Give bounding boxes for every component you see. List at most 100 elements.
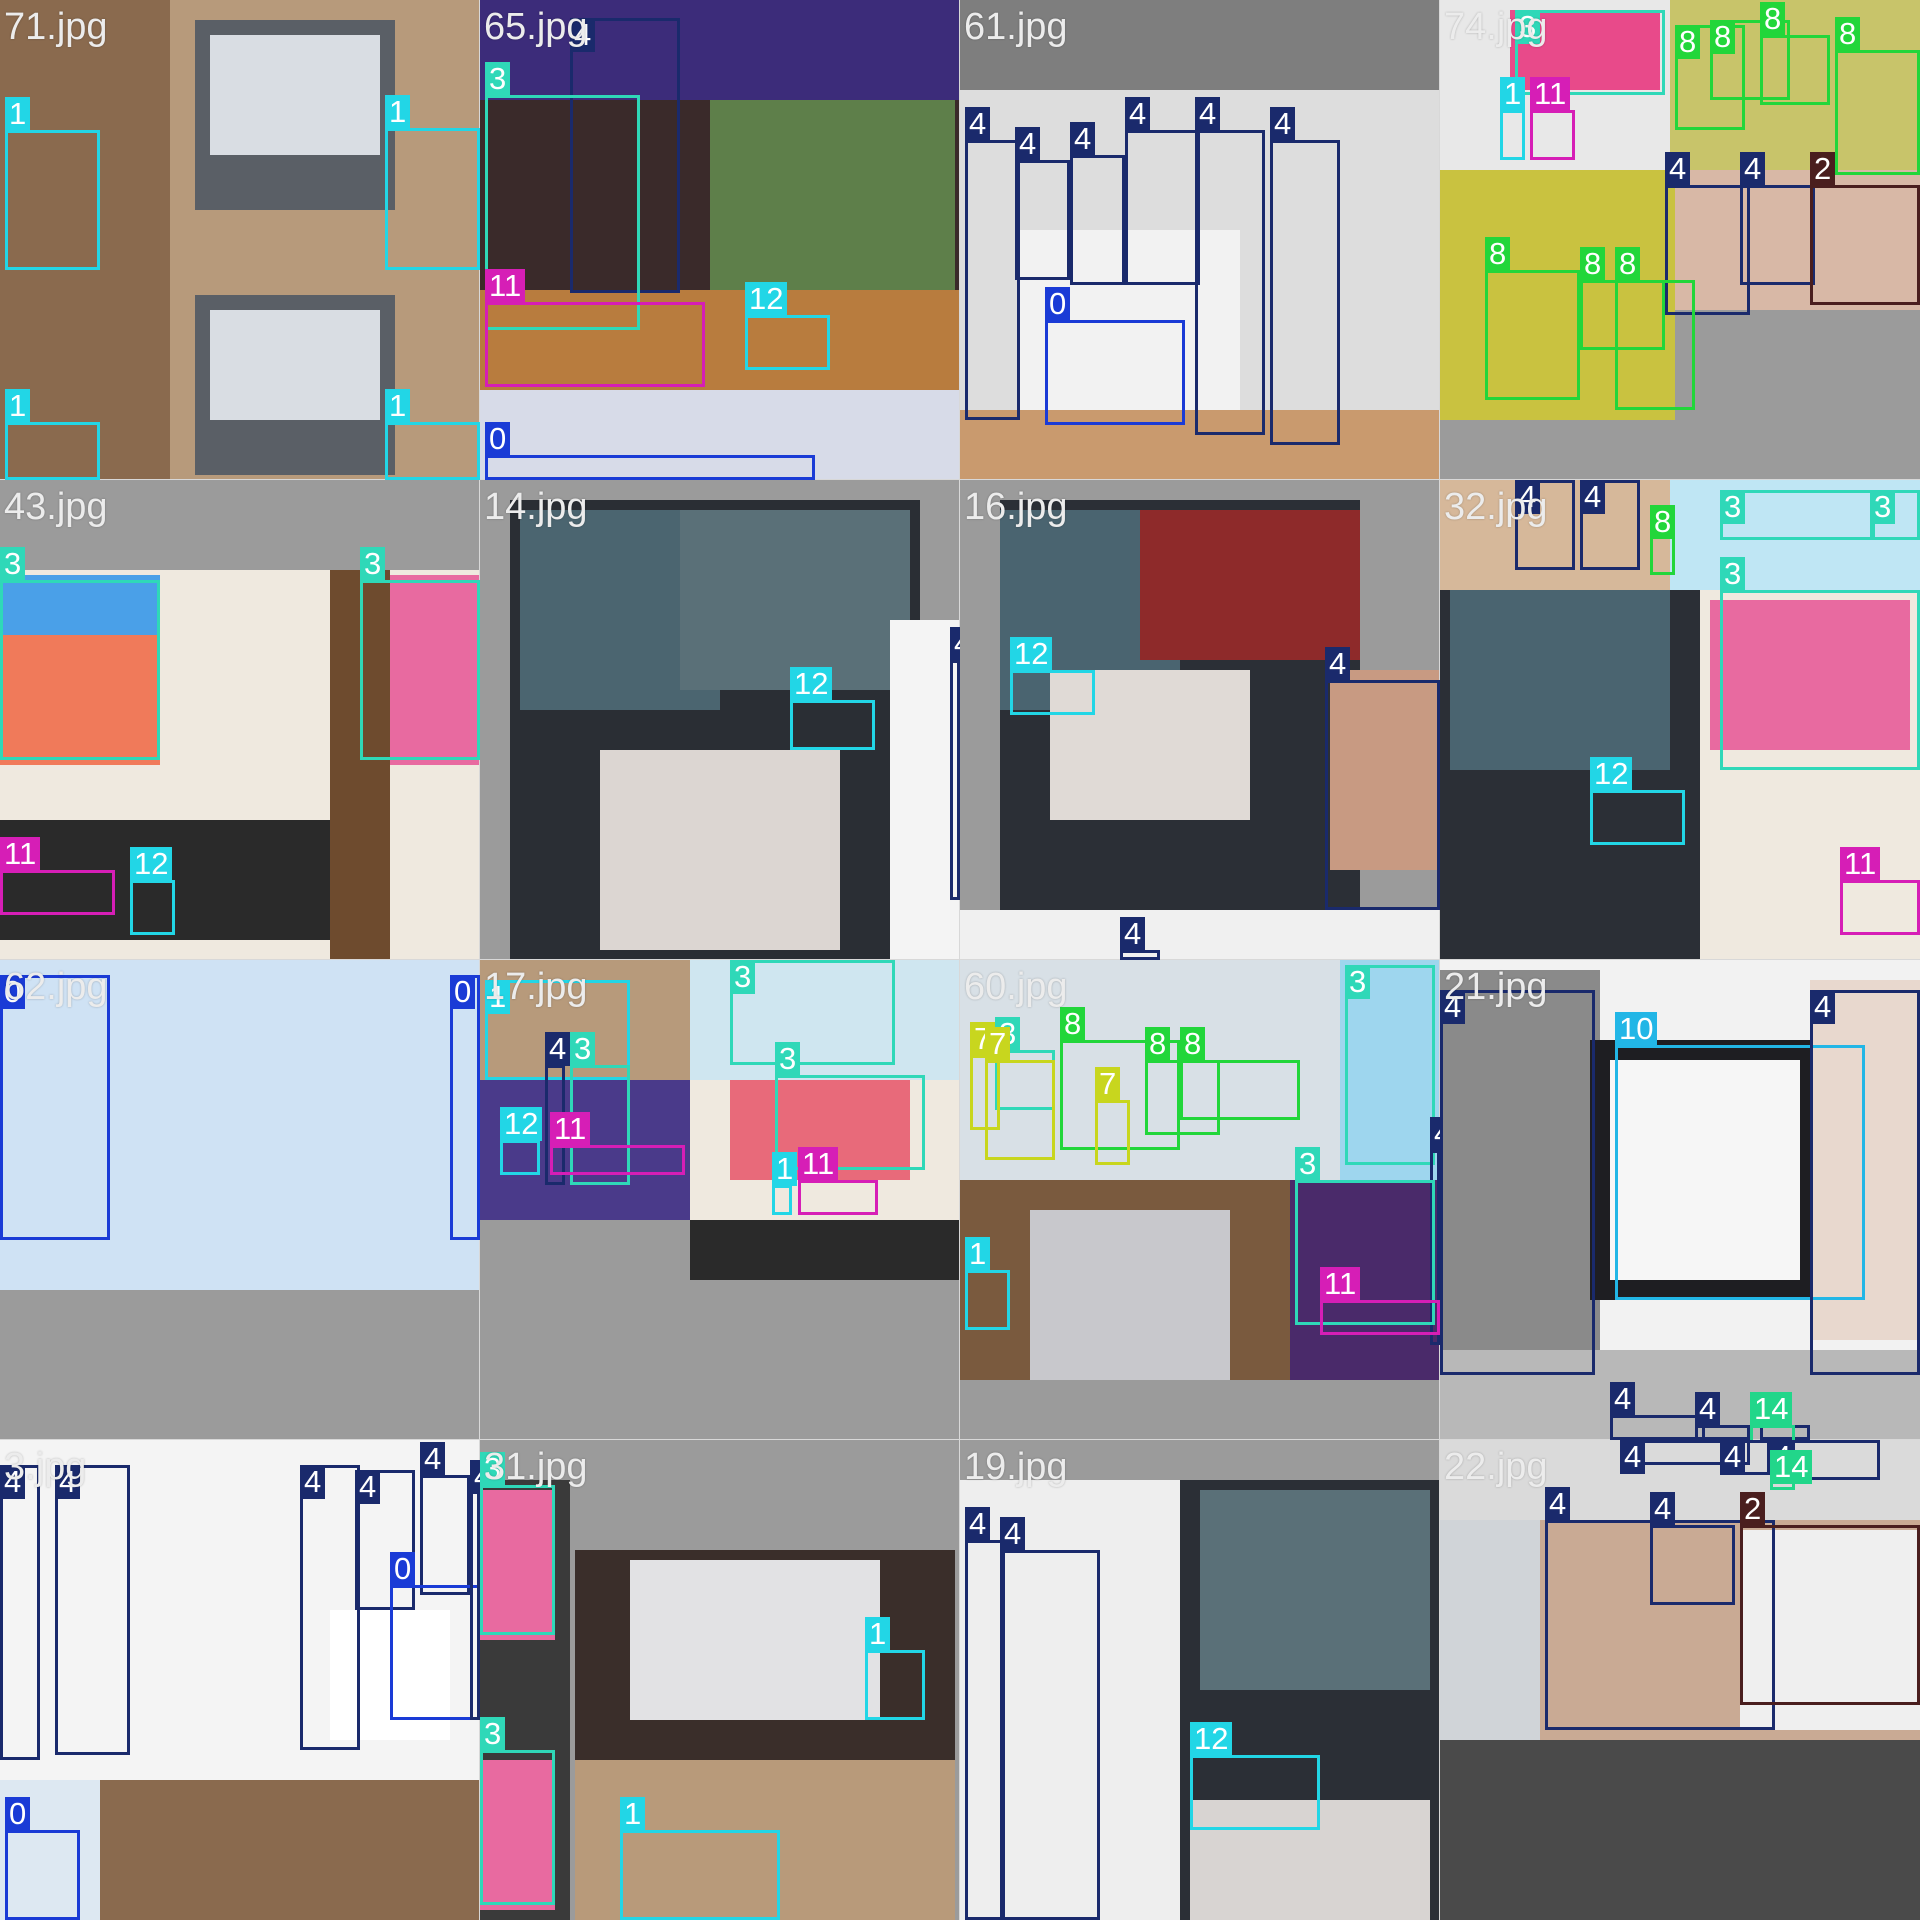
- image-region: [890, 620, 960, 960]
- class-label: 0: [5, 1797, 31, 1831]
- class-label: 12: [130, 847, 173, 881]
- class-label: 14: [1770, 1450, 1813, 1484]
- class-label: 4: [950, 627, 960, 661]
- detection-box: 4: [950, 627, 960, 900]
- tile-filename: 16.jpg: [964, 486, 1068, 528]
- class-label: 12: [745, 282, 788, 316]
- mosaic-tile: 12 4 14.jpg: [479, 479, 961, 961]
- class-label: 4: [420, 1442, 446, 1476]
- detection-box: 12: [790, 667, 875, 750]
- class-label: 4: [1430, 1117, 1440, 1151]
- detection-box: 4: [55, 1465, 130, 1755]
- image-region: [1190, 1800, 1430, 1920]
- image-region: [480, 290, 960, 390]
- detection-box: 1: [485, 980, 630, 1080]
- class-label: 1: [965, 1237, 991, 1271]
- image-region: [1030, 1210, 1230, 1380]
- image-region: [1440, 420, 1920, 480]
- class-label: 3: [1720, 490, 1746, 524]
- class-label: 7: [1095, 1067, 1121, 1101]
- detection-box: 3: [480, 1452, 555, 1635]
- tile-filename: 19.jpg: [964, 1446, 1068, 1488]
- mosaic-tile: 4 4 4 4 4 4 0 61.jpg: [959, 0, 1441, 481]
- mosaic-tile: 4441444222.jpg: [1439, 1439, 1920, 1920]
- image-region: [1610, 1060, 1800, 1280]
- mosaic-tile: 444440043.jpg: [0, 1439, 481, 1920]
- tile-filename: 14.jpg: [484, 486, 588, 528]
- detection-box: 8: [1060, 1007, 1180, 1150]
- class-label: 4: [545, 1032, 571, 1066]
- detection-box: 8: [1485, 237, 1580, 400]
- tile-filename: 74.jpg: [1444, 6, 1548, 48]
- class-label: 8: [1485, 237, 1511, 271]
- class-label: 3: [1515, 10, 1541, 44]
- class-label: 4: [1015, 127, 1041, 161]
- detection-box: 0: [450, 975, 480, 1240]
- class-label: 8: [1180, 1027, 1206, 1061]
- class-label: 3: [480, 1452, 506, 1486]
- detection-box: 3: [1870, 490, 1920, 540]
- detection-box: 4: [1325, 647, 1440, 910]
- detection-box: 1: [965, 1237, 1010, 1330]
- detection-box: 1: [5, 389, 100, 480]
- class-label: 7: [985, 1027, 1011, 1061]
- image-region: [600, 750, 840, 950]
- class-label: 3: [775, 1042, 801, 1076]
- detection-box: 4: [1610, 1382, 1705, 1440]
- detection-box: 12: [1590, 757, 1685, 845]
- image-region: [575, 1760, 955, 1920]
- tile-filename: 62.jpg: [4, 966, 108, 1008]
- tile-filename: 71.jpg: [4, 6, 108, 48]
- detection-box: 3: [730, 960, 895, 1065]
- detection-box: 4: [1070, 122, 1125, 285]
- image-region: [1440, 1350, 1920, 1440]
- detection-box: 3: [1345, 965, 1435, 1165]
- mosaic-tile: 4 3 11 12 0 65.jpg: [479, 0, 961, 481]
- detection-box: 0: [390, 1552, 480, 1720]
- tile-filename: 31.jpg: [484, 1446, 588, 1488]
- image-region: [480, 1490, 555, 1640]
- class-label: 4: [1515, 480, 1541, 514]
- detection-box: 11: [798, 1147, 878, 1215]
- detection-box: 2: [1740, 1492, 1920, 1705]
- detection-box: 11: [1530, 77, 1575, 160]
- class-label: 12: [500, 1107, 543, 1141]
- class-label: 11: [798, 1147, 839, 1181]
- detection-box: 4: [1195, 97, 1265, 435]
- detection-box: 4: [1720, 1440, 1770, 1475]
- detection-box: 4: [1000, 1517, 1100, 1920]
- class-label: 12: [1590, 757, 1633, 791]
- image-region: [0, 480, 480, 570]
- detection-box: 3: [1515, 10, 1665, 95]
- detection-box: 4: [1665, 152, 1750, 315]
- class-label: 1: [772, 1152, 798, 1186]
- class-label: 4: [355, 1470, 381, 1504]
- detection-box: 3: [1720, 490, 1875, 540]
- mosaic-tile: 4 4 8 3 3 3 12 11 32.jpg: [1439, 479, 1920, 961]
- class-label: 4: [1695, 1392, 1721, 1426]
- tile-filename: 17.jpg: [484, 966, 588, 1008]
- class-label: 3: [485, 62, 511, 96]
- detection-box: 8: [1835, 17, 1920, 175]
- detection-box: 3: [1295, 1147, 1435, 1325]
- mosaic-tile: 1 1 1 1 71.jpg: [0, 0, 481, 481]
- image-region: [480, 390, 960, 480]
- class-label: 10: [1615, 1012, 1658, 1046]
- image-region: [1330, 670, 1440, 870]
- detection-box: 7: [1095, 1067, 1130, 1165]
- class-label: 4: [1580, 480, 1606, 514]
- image-region: [1050, 670, 1250, 820]
- image-region: [0, 270, 170, 480]
- detection-box: 11: [1320, 1267, 1440, 1335]
- class-label: 8: [1710, 20, 1736, 54]
- class-label: 4: [1665, 152, 1691, 186]
- image-region: [480, 1080, 690, 1220]
- class-label: 4: [1810, 990, 1836, 1024]
- tile-filename: 43.jpg: [4, 486, 108, 528]
- class-label: 4: [1000, 1517, 1026, 1551]
- detection-box: 1: [5, 97, 100, 270]
- image-region: [1675, 310, 1920, 420]
- class-label: 1: [5, 97, 31, 131]
- image-region: [0, 0, 170, 270]
